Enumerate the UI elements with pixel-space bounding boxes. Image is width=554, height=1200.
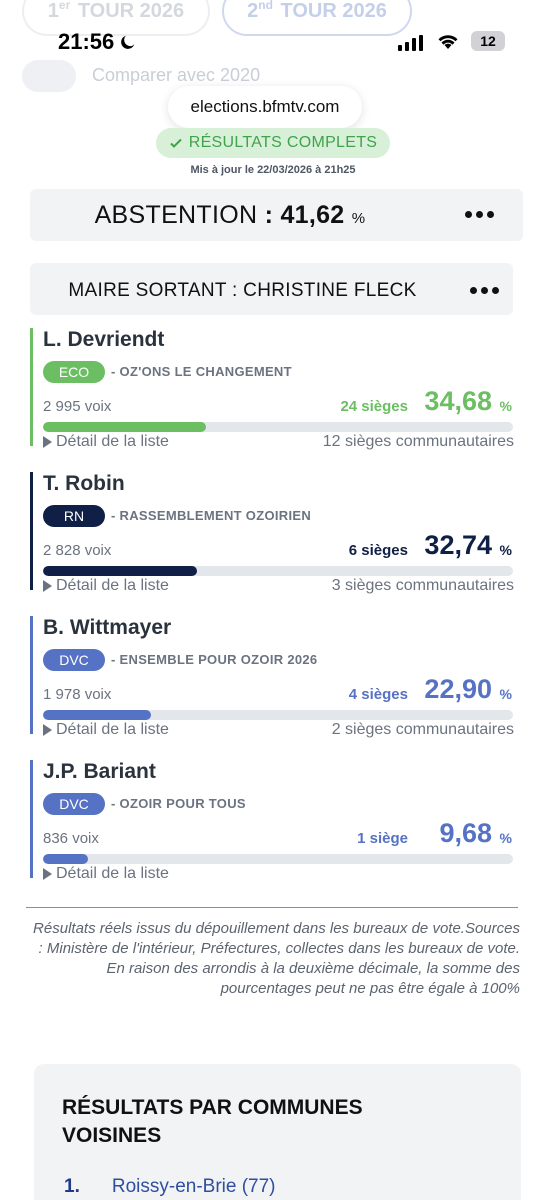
list-name: - RASSEMBLEMENT OZOIRIEN: [111, 508, 312, 523]
list-detail-link[interactable]: Détail de la liste: [43, 577, 169, 595]
party-badge: ECO: [43, 361, 105, 383]
compare-toggle[interactable]: [22, 60, 76, 92]
tab-first-round-number: 1: [47, 0, 59, 22]
wifi-icon: [438, 35, 458, 49]
party-badge: RN: [43, 505, 105, 527]
tab-second-round-number: 2: [247, 0, 259, 22]
neighbor-results-card: RÉSULTATS PAR COMMUNES VOISINES 1. Roiss…: [34, 1064, 521, 1200]
battery-level: 12: [480, 33, 496, 49]
community-seats: 3 sièges communautaires: [331, 577, 514, 594]
abstention-unit: %: [351, 210, 366, 227]
candidate-name: B. Wittmayer: [43, 616, 172, 639]
check-icon: [170, 138, 182, 148]
list-detail-label: Détail de la liste: [56, 865, 169, 882]
tab-first-round-label: TOUR 2026: [77, 0, 185, 22]
candidate-card: B. Wittmayer DVC - ENSEMBLE POUR OZOIR 2…: [30, 616, 514, 738]
list-detail-link[interactable]: Détail de la liste: [43, 433, 169, 451]
progress-fill: [43, 422, 206, 432]
progress-fill: [43, 566, 197, 576]
triangle-right-icon: [43, 436, 52, 448]
url-bar[interactable]: elections.bfmtv.com: [168, 86, 362, 128]
percent-sign: %: [499, 398, 512, 414]
more-icon[interactable]: [470, 287, 499, 294]
progress-track: [43, 854, 513, 864]
results-status-badge: RÉSULTATS COMPLETS: [156, 128, 390, 158]
status-bar: 21:56 12: [0, 26, 554, 60]
seat-count: 6 sièges: [348, 542, 408, 559]
candidate-name: L. Devriendt: [43, 328, 165, 351]
candidate-card: T. Robin RN - RASSEMBLEMENT OZOIRIEN 2 8…: [30, 472, 514, 594]
abstention-text: ABSTENTION : 41,62 %: [30, 201, 430, 230]
tab-second-round-suffix: nd: [258, 0, 273, 12]
list-name: - OZOIR POUR TOUS: [111, 796, 246, 811]
outgoing-mayor-text: MAIRE SORTANT : CHRISTINE FLECK: [68, 280, 417, 301]
disclaimer: Résultats réels issus du dépouillement d…: [33, 920, 520, 997]
abstention-label: ABSTENTION: [94, 201, 258, 229]
vote-count: 836 voix: [43, 830, 99, 847]
progress-fill: [43, 710, 151, 720]
list-name: - OZ'ONS LE CHANGEMENT: [111, 364, 292, 379]
progress-track: [43, 566, 513, 576]
neighbor-rank: 1.: [64, 1176, 80, 1197]
compare-label: Comparer avec 2020: [92, 65, 261, 85]
abstention-card: ABSTENTION : 41,62 %: [30, 189, 523, 241]
results-status-text: RÉSULTATS COMPLETS: [188, 134, 378, 151]
percent-sign: %: [499, 542, 512, 558]
percent-sign: %: [499, 686, 512, 702]
neighbor-results-title: RÉSULTATS PAR COMMUNES VOISINES: [62, 1096, 363, 1147]
list-detail-label: Détail de la liste: [56, 721, 169, 738]
outgoing-mayor-card: MAIRE SORTANT : CHRISTINE FLECK: [30, 263, 513, 315]
vote-count: 1 978 voix: [43, 686, 112, 703]
vote-percentage: 32,74: [424, 530, 492, 560]
seat-count: 24 sièges: [340, 398, 408, 415]
clock-time: 21:56: [58, 29, 115, 54]
list-detail-link[interactable]: Détail de la liste: [43, 721, 169, 739]
moon-icon: [121, 35, 135, 49]
neighbor-name: Roissy-en-Brie (77): [111, 1176, 276, 1197]
list-detail-link[interactable]: Détail de la liste: [43, 865, 169, 883]
vote-percentage: 22,90: [424, 674, 492, 704]
vote-percentage: 9,68: [439, 818, 492, 848]
triangle-right-icon: [43, 724, 52, 736]
progress-track: [43, 710, 513, 720]
list-detail-label: Détail de la liste: [56, 577, 169, 594]
seat-count: 4 sièges: [348, 686, 408, 703]
signal-icon: [398, 35, 423, 51]
seat-count: 1 siège: [357, 830, 408, 847]
list-detail-label: Détail de la liste: [56, 433, 169, 450]
candidate-name: T. Robin: [43, 472, 125, 495]
list-item[interactable]: 1. Roissy-en-Brie (77): [64, 1176, 276, 1198]
triangle-right-icon: [43, 580, 52, 592]
tab-second-round-label: TOUR 2026: [280, 0, 387, 22]
community-seats: 2 sièges communautaires: [331, 721, 514, 738]
candidate-card: J.P. Bariant DVC - OZOIR POUR TOUS 836 v…: [30, 760, 514, 882]
tab-first-round-suffix: er: [58, 0, 71, 12]
candidate-name: J.P. Bariant: [43, 760, 156, 783]
url-text: elections.bfmtv.com: [190, 97, 340, 116]
list-name: - ENSEMBLE POUR OZOIR 2026: [111, 652, 318, 667]
community-seats: 12 sièges communautaires: [322, 433, 514, 450]
clock: 21:56: [58, 29, 137, 55]
vote-count: 2 995 voix: [43, 398, 112, 415]
party-badge: DVC: [43, 649, 105, 671]
progress-track: [43, 422, 513, 432]
party-badge: DVC: [43, 793, 105, 815]
progress-fill: [43, 854, 89, 864]
candidate-card: L. Devriendt ECO - OZ'ONS LE CHANGEMENT …: [30, 328, 514, 450]
tab-first-round[interactable]: 1 er TOUR 2026: [22, 0, 210, 36]
divider: [26, 907, 518, 908]
abstention-colon: :: [257, 201, 281, 229]
more-icon[interactable]: [465, 211, 494, 218]
battery-icon: 12: [471, 31, 505, 51]
vote-count: 2 828 voix: [43, 542, 112, 559]
triangle-right-icon: [43, 868, 52, 880]
updated-timestamp: Mis à jour le 22/03/2026 à 21h25: [190, 164, 356, 176]
vote-percentage: 34,68: [424, 386, 492, 416]
percent-sign: %: [499, 830, 512, 846]
abstention-value: 41,62: [280, 201, 345, 229]
